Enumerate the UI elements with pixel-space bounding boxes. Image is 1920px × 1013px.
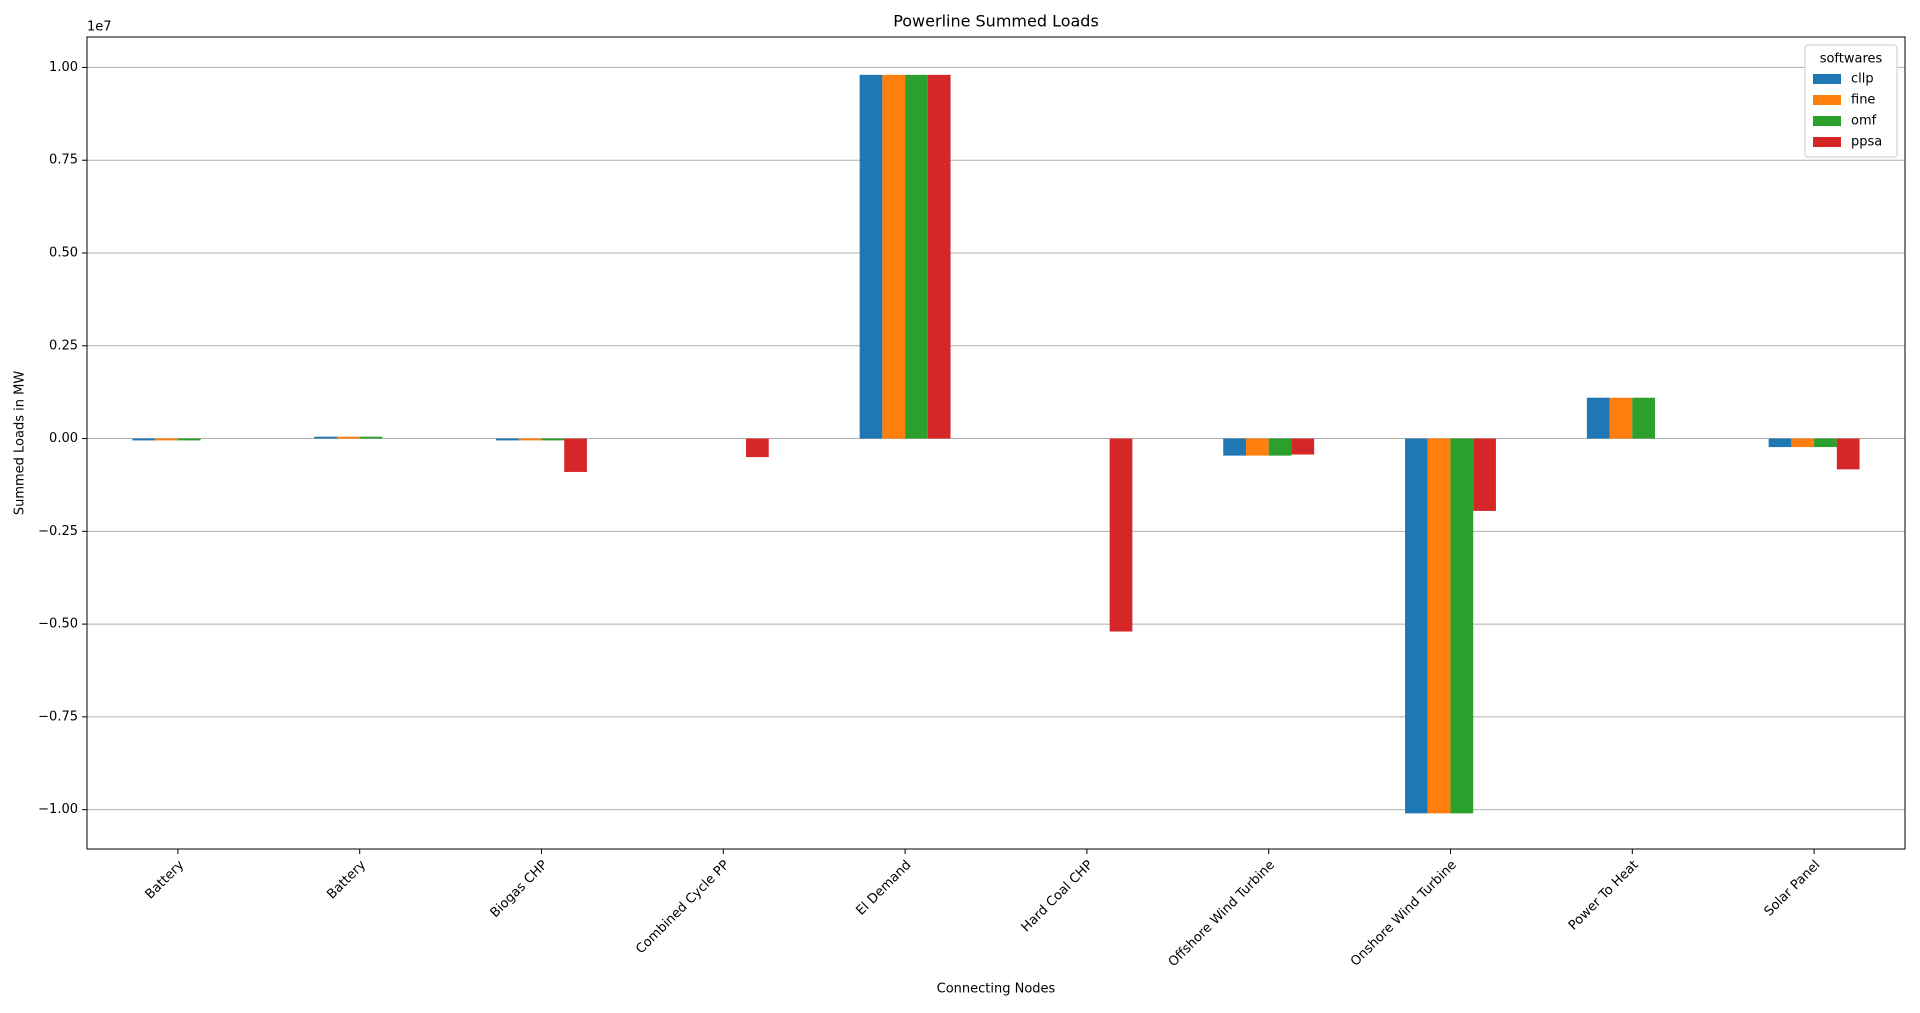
bar [1223,438,1246,456]
bar [1245,438,1269,456]
legend-title: softwares [1820,52,1883,67]
bar [1768,438,1792,448]
y-tick-label: 0.50 [49,245,78,260]
y-axis-label: Summed Loads in MW [13,371,28,515]
bar [359,436,383,439]
legend-swatch [1813,137,1841,147]
bar [336,436,360,439]
x-tick-label: Biogas CHP [488,858,551,921]
plot-frame [86,36,1906,850]
x-tick-label: El Demand [854,858,915,919]
legend-label: cllp [1851,72,1874,87]
chart-title: Powerline Summed Loads [893,12,1099,31]
bar [1109,438,1133,632]
bar [859,74,883,439]
y-tick-label: −1.00 [38,802,78,817]
y-tick-label: 1.00 [49,60,78,75]
x-tick-label: Hard Coal CHP [1019,858,1097,936]
x-tick-label: Offshore Wind Turbine [1166,858,1278,970]
legend: softwares cllp fine omf ppsa [1804,44,1898,158]
bar [1791,438,1815,448]
y-tick-label: −0.75 [38,709,78,724]
x-tick-label: Onshore Wind Turbine [1348,858,1460,970]
bar [882,74,906,439]
bar [1405,438,1428,814]
y-tick-label: 0.25 [49,338,78,353]
x-tick-label: Solar Panel [1762,858,1824,920]
bar [1473,438,1496,511]
bar [496,438,519,441]
bar [564,438,587,472]
bar [1586,397,1610,439]
bar [132,438,156,441]
bar [1291,438,1315,455]
bar [905,74,928,439]
bar [927,74,951,439]
bar [1268,438,1292,456]
x-tick-label: Battery [143,857,188,902]
y-tick-label: −0.25 [38,524,78,539]
x-tick-label: Combined Cycle PP [633,858,732,957]
bar [1632,397,1656,439]
bar [1427,438,1451,814]
bar [1450,438,1474,814]
bar [518,438,542,441]
legend-swatch [1813,116,1841,126]
legend-label: fine [1851,93,1875,108]
bar [1814,438,1837,448]
bar [177,438,201,441]
bar [314,436,337,439]
legend-label: omf [1851,114,1877,129]
bar [541,438,565,441]
legend-swatch [1813,95,1841,105]
x-axis-label: Connecting Nodes [937,982,1056,997]
bar [1609,397,1633,439]
x-tick-label: Power To Heat [1566,858,1642,934]
y-tick-label: 0.75 [49,153,78,168]
legend-label: ppsa [1851,135,1882,150]
y-offset-label: 1e7 [87,20,112,35]
y-tick-label: 0.00 [49,431,78,446]
legend-box [1804,44,1898,158]
y-tick-label: −0.50 [38,617,78,632]
bar [155,438,178,441]
bar [746,438,769,458]
bar [1836,438,1860,470]
x-tick-label: Battery [324,857,369,902]
legend-swatch [1813,74,1841,84]
